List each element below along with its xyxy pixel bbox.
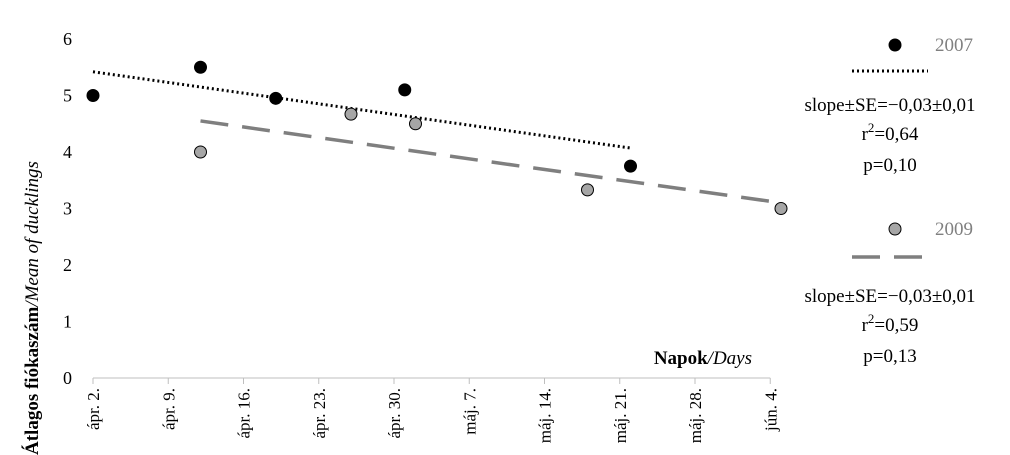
legend-slope-text: slope±SE=−0,03±0,01 [804, 286, 975, 307]
x-axis-label-bold: Napok [654, 348, 708, 369]
y-tick-label: 5 [63, 86, 72, 106]
x-tick-label: máj. 21. [611, 388, 630, 443]
r2-superscript: 2 [868, 311, 875, 326]
y-tick-label: 0 [63, 368, 72, 388]
r2-base: r [862, 315, 869, 336]
x-axis-label: Napok/Days [654, 348, 752, 369]
legend-r2-text: r2=0,59 [862, 311, 919, 336]
r2-value: =0,64 [874, 124, 918, 145]
data-point-2009 [774, 202, 788, 215]
x-tick-label: máj. 7. [460, 388, 479, 435]
y-axis-label-italic: /Mean of ducklings [22, 161, 43, 308]
data-point-2009 [581, 183, 594, 197]
legend-series-name: 2007 [935, 35, 973, 56]
legend-series-name: 2009 [935, 219, 973, 240]
legend-p-text: p=0,10 [863, 155, 916, 176]
data-points [86, 60, 788, 215]
data-point-2009 [344, 107, 358, 121]
data-point-2007 [86, 89, 100, 102]
r2-value: =0,59 [874, 315, 918, 336]
data-point-2009 [194, 145, 207, 159]
r2-superscript: 2 [868, 120, 875, 135]
legend-p-text: p=0,13 [863, 346, 916, 367]
y-axis-label: Átlagos fiókaszám/Mean of ducklings [21, 161, 43, 455]
y-tick-label: 6 [63, 29, 72, 49]
data-point-2007 [269, 91, 283, 105]
y-tick-label: 2 [63, 255, 72, 275]
axis-labels: Átlagos fiókaszám/Mean of ducklings Napok… [21, 161, 752, 455]
x-tick-label: ápr. 9. [159, 388, 178, 430]
x-axis-label-italic: /Days [707, 348, 752, 369]
y-tick-label: 1 [63, 312, 72, 332]
axes: 0 1 2 3 4 5 6 ápr. 2. ápr. 9. ápr. 16. ápr. 23. ápr… [63, 29, 780, 443]
data-point-2009 [409, 117, 422, 131]
y-axis-label-bold: Átlagos fiókaszám [21, 307, 43, 455]
x-tick-label: máj. 14. [536, 388, 555, 443]
y-tick-label: 3 [63, 199, 72, 219]
trend-line-2009 [200, 119, 782, 205]
legend-marker-2007 [888, 38, 902, 52]
r2-base: r [862, 124, 869, 145]
x-tick-label: ápr. 16. [235, 388, 254, 439]
x-tick-label: ápr. 23. [310, 388, 329, 439]
legend-r2-text: r2=0,64 [862, 120, 919, 145]
x-tick-label: jún. 4. [761, 388, 780, 432]
x-tick-label: ápr. 30. [385, 388, 404, 439]
data-point-2007 [398, 83, 412, 97]
data-point-2007 [194, 60, 207, 74]
data-point-2007 [624, 159, 637, 173]
legend-slope-text: slope±SE=−0,03±0,01 [804, 95, 975, 116]
legend-marker-2009 [888, 222, 902, 236]
trend-lines [92, 70, 782, 205]
x-tick-label: ápr. 2. [84, 388, 103, 430]
trend-line-2007 [92, 70, 631, 150]
y-tick-label: 4 [63, 142, 72, 162]
x-tick-label: máj. 28. [686, 388, 705, 443]
legend: 2007slope±SE=−0,03±0,01r2=0,64p=0,102009… [804, 35, 975, 367]
